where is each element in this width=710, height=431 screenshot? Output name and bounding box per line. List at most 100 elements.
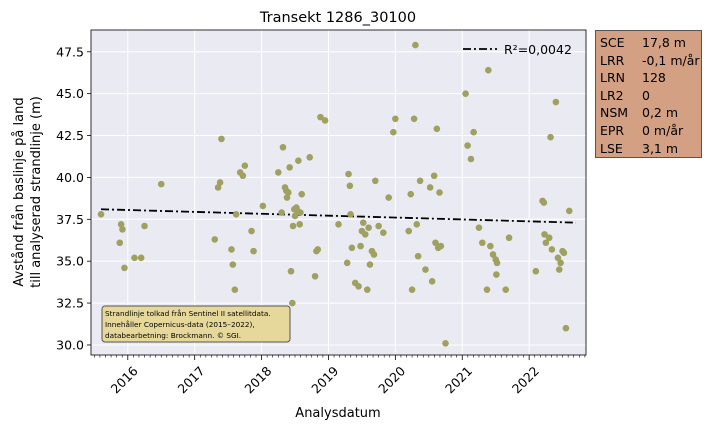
data-point	[119, 226, 126, 233]
data-point	[467, 155, 475, 163]
y-axis-label-line1: Avstånd från baslinje på land	[12, 97, 27, 286]
data-point	[232, 210, 240, 218]
data-point	[116, 239, 124, 247]
data-point	[470, 128, 477, 136]
data-point	[547, 133, 554, 141]
stat-row-nsm: NSM 0,2 m	[600, 104, 701, 122]
data-point	[216, 179, 224, 186]
data-point	[343, 259, 351, 267]
data-point	[487, 242, 494, 250]
stat-name: LR2	[600, 87, 624, 103]
data-point	[297, 209, 304, 216]
data-point	[479, 239, 486, 247]
data-point	[375, 222, 382, 230]
data-point	[485, 66, 492, 74]
data-point	[229, 261, 237, 268]
trend-line	[101, 208, 576, 224]
stat-value: 0	[642, 87, 650, 103]
stat-row-lse: LSE 3,1 m	[600, 140, 701, 158]
x-tick-label: 2021	[442, 363, 475, 396]
data-point	[426, 184, 434, 191]
data-point	[131, 254, 138, 262]
data-point	[211, 236, 219, 243]
data-point	[462, 90, 469, 97]
data-point	[248, 227, 255, 235]
data-point	[321, 117, 329, 124]
data-point	[428, 277, 436, 285]
data-point	[365, 224, 372, 231]
stat-row-lr2: LR2 0	[600, 87, 701, 105]
data-point	[366, 261, 374, 268]
data-point	[437, 242, 445, 250]
data-point	[295, 157, 302, 164]
data-point	[291, 212, 299, 220]
x-tick-label: 2016	[108, 363, 141, 396]
data-point	[483, 286, 491, 293]
data-point	[540, 199, 548, 206]
stat-row-epr: EPR 0 m/år	[600, 122, 701, 140]
data-point	[432, 239, 439, 247]
data-point	[306, 154, 314, 161]
data-point	[552, 98, 560, 106]
stat-row-sce: SCE 17,8 m	[600, 34, 701, 52]
data-point	[493, 271, 500, 278]
data-point	[250, 247, 257, 255]
annotation-box: Strandlinje tolkad från Sentinel II sate…	[101, 305, 291, 343]
y-tick-label: 45.0	[56, 86, 84, 101]
data-point	[433, 125, 441, 133]
annotation-line-1: Strandlinje tolkad från Sentinel II sate…	[105, 309, 271, 318]
y-axis-label-line2: till analyserad strandlinje (m)	[29, 96, 44, 288]
data-point	[422, 266, 429, 273]
y-tick-label: 37.5	[56, 212, 84, 227]
stat-value: -0,1 m/år	[642, 52, 700, 68]
stat-name: LRN	[600, 70, 625, 86]
data-point	[157, 180, 165, 188]
data-point	[274, 169, 282, 176]
data-point	[117, 221, 125, 228]
data-point	[562, 324, 570, 332]
data-point	[505, 234, 513, 242]
data-point	[218, 135, 225, 143]
data-point	[298, 190, 306, 198]
data-point	[410, 115, 418, 123]
legend: R²=0,0042	[463, 42, 572, 57]
y-tick-label: 47.5	[56, 44, 84, 59]
data-point	[345, 170, 352, 178]
annotation-line-3: databearbetning: Brockmann. © SGI.	[105, 331, 241, 340]
data-point	[489, 251, 497, 258]
x-axis-label: Analysdatum	[295, 406, 380, 421]
data-point	[289, 299, 296, 307]
plot-area	[91, 30, 586, 355]
data-point	[442, 339, 449, 347]
data-point	[407, 190, 415, 198]
data-point	[502, 286, 510, 293]
stat-name: SCE	[600, 35, 625, 50]
data-point	[430, 172, 438, 180]
data-point	[554, 254, 562, 262]
stat-name: LSE	[600, 140, 623, 156]
stat-name: NSM	[600, 105, 629, 121]
data-point	[289, 222, 297, 230]
data-point	[548, 246, 556, 253]
data-point	[412, 41, 419, 49]
data-point	[363, 286, 371, 293]
data-point	[390, 128, 397, 136]
y-tick-label: 32.5	[56, 296, 84, 311]
data-point	[541, 231, 548, 238]
y-tick-label: 42.5	[56, 128, 84, 143]
data-point	[392, 115, 399, 123]
data-point	[475, 224, 483, 231]
data-point	[141, 222, 148, 230]
data-point	[346, 182, 354, 190]
data-point	[285, 189, 292, 196]
data-point	[436, 189, 443, 196]
stat-row-lrr: LRR -0,1 m/år	[600, 52, 701, 70]
data-point	[137, 254, 145, 262]
data-point	[121, 264, 128, 272]
stat-value: 17,8 m	[642, 35, 686, 50]
data-point	[231, 286, 239, 293]
data-point	[287, 267, 295, 275]
data-point	[347, 210, 354, 218]
stat-value: 128	[642, 70, 666, 86]
x-tick-label: 2019	[308, 363, 341, 396]
